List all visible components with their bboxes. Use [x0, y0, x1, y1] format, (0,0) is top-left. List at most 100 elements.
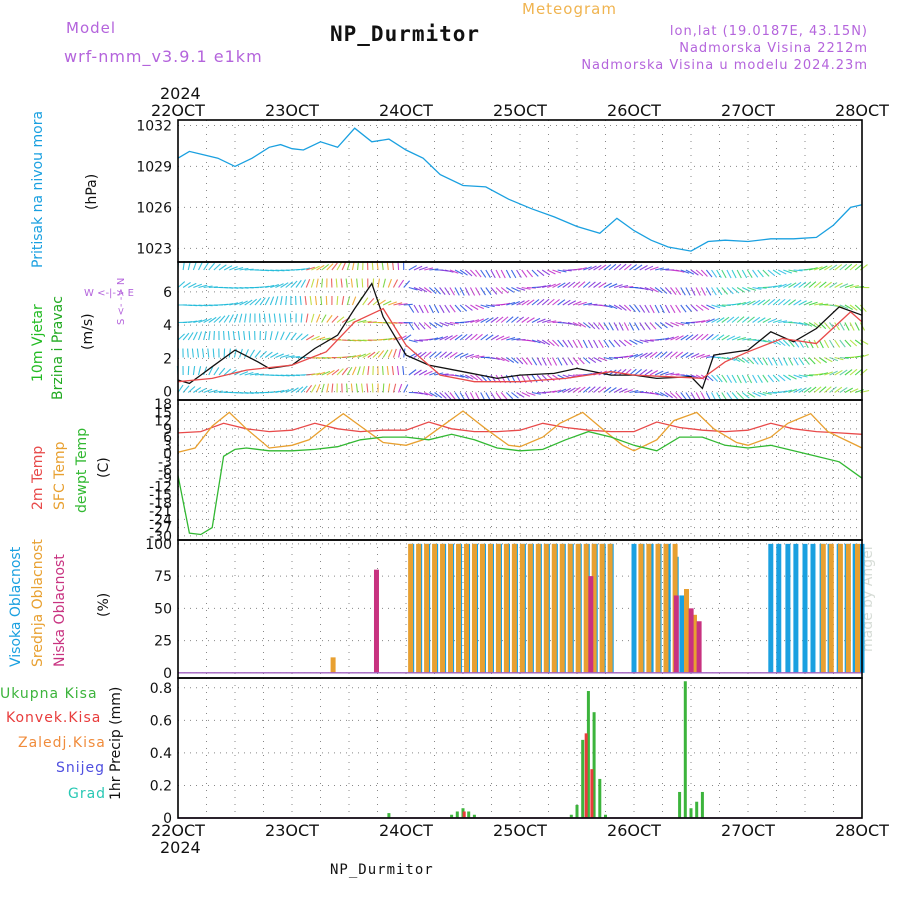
wind-arrow — [249, 349, 256, 358]
y-tick-label-temp: 9 — [163, 422, 172, 438]
wind-arrow — [757, 286, 767, 289]
bar-precip — [581, 739, 585, 818]
wind-arrow — [675, 392, 683, 400]
wind-arrow — [819, 265, 828, 271]
wind-arrow — [588, 322, 596, 330]
x-tick-label-top: 25OCT — [493, 101, 547, 120]
wind-arrow — [408, 322, 415, 331]
wind-arrow — [690, 392, 697, 401]
wind-arrow — [772, 284, 782, 289]
wind-arrow — [752, 269, 759, 278]
wind-arrow — [531, 299, 540, 306]
wind-arrow — [670, 304, 676, 314]
wind-arrow — [649, 287, 659, 293]
wind-arrow — [321, 278, 324, 288]
wind-arrow — [495, 269, 501, 279]
wind-arrow — [767, 391, 777, 394]
wind-arrow — [382, 349, 389, 358]
y-tick-label-temp: 12 — [154, 414, 172, 430]
wind-arrow — [793, 281, 802, 288]
wind-arrow — [695, 333, 704, 341]
wind-arrow — [711, 374, 719, 382]
bar-cloud — [855, 543, 860, 673]
wind-arrow — [844, 369, 853, 376]
wind-arrow — [536, 298, 545, 306]
bar-cloud — [802, 543, 808, 673]
wind-arrow — [203, 317, 212, 323]
wind-arrow — [737, 337, 746, 341]
wind-arrow — [588, 265, 597, 271]
wind-arrow — [280, 296, 283, 306]
wind-arrow — [347, 355, 357, 359]
wind-arrow — [742, 301, 751, 306]
wind-arrow — [249, 372, 259, 376]
wind-arrow — [562, 387, 572, 393]
wind-arrow — [716, 374, 723, 383]
wind-arrow — [275, 283, 284, 288]
wind-arrow — [280, 282, 289, 288]
wind-arrow — [741, 392, 750, 399]
wind-arrow — [654, 370, 664, 376]
bar-precip — [598, 778, 602, 818]
wind-arrow — [264, 330, 267, 341]
wind-arrow — [741, 269, 748, 279]
wind-arrow — [588, 386, 596, 393]
y-tick-label-wind: 2 — [163, 351, 172, 367]
wind-arrow — [547, 269, 556, 275]
wind-arrow — [408, 286, 418, 291]
wind-arrow — [695, 287, 701, 296]
wind-arrow — [700, 333, 709, 341]
bar-cloud — [776, 543, 782, 673]
wind-arrow — [665, 372, 675, 376]
wind-arrow — [284, 313, 287, 323]
bar-precip — [584, 733, 588, 818]
x-tick-label-top: 26OCT — [607, 101, 661, 120]
wind-arrow — [444, 335, 453, 341]
wind-arrow — [367, 365, 370, 376]
wind-arrow — [808, 267, 818, 271]
wind-arrow — [392, 348, 397, 358]
wind-arrow — [536, 357, 542, 366]
wind-arrow — [793, 357, 799, 366]
wind-arrow — [639, 265, 648, 271]
wind-arrow — [254, 297, 262, 306]
wind-arrow — [849, 263, 858, 271]
wind-arrow — [381, 365, 384, 376]
wind-arrow — [505, 392, 514, 400]
wind-arrow — [854, 304, 863, 312]
wind-arrow — [511, 316, 519, 323]
wind-arrow — [454, 269, 464, 275]
wind-arrow — [396, 366, 400, 376]
bar-cloud — [448, 543, 454, 673]
wind-arrow — [726, 316, 735, 323]
wind-arrow — [423, 304, 429, 314]
wind-arrow — [634, 390, 644, 394]
wind-arrow — [402, 365, 405, 376]
wind-arrow — [623, 263, 632, 271]
wind-arrow — [762, 391, 772, 395]
wind-arrow — [777, 374, 786, 382]
wind-arrow — [726, 269, 732, 279]
wind-arrow — [315, 278, 319, 288]
y-tick-label-precip: 0.2 — [150, 778, 172, 794]
wind-arrow — [649, 391, 659, 396]
model-elevation: Nadmorska Visina u modelu 2024.23m — [581, 58, 868, 73]
wind-arrow — [537, 285, 547, 289]
year-top: 2024 — [160, 84, 201, 103]
wind-arrow — [475, 333, 483, 341]
y-tick-label-precip: 0 — [163, 811, 172, 827]
wind-arrow — [398, 303, 408, 306]
wind-arrow — [618, 368, 627, 376]
bar-precip — [575, 804, 579, 818]
bar-cloud — [424, 543, 430, 673]
wind-arrow — [834, 386, 843, 393]
wind-arrow — [736, 269, 742, 279]
wind-arrow — [521, 357, 528, 365]
wind-arrow — [598, 322, 605, 331]
wind-arrow — [480, 269, 487, 278]
wind-arrow — [391, 366, 395, 376]
bar-cloud — [837, 543, 843, 673]
wind-arrow — [685, 334, 694, 341]
wind-arrow — [413, 265, 423, 271]
wind-arrow — [685, 352, 694, 358]
